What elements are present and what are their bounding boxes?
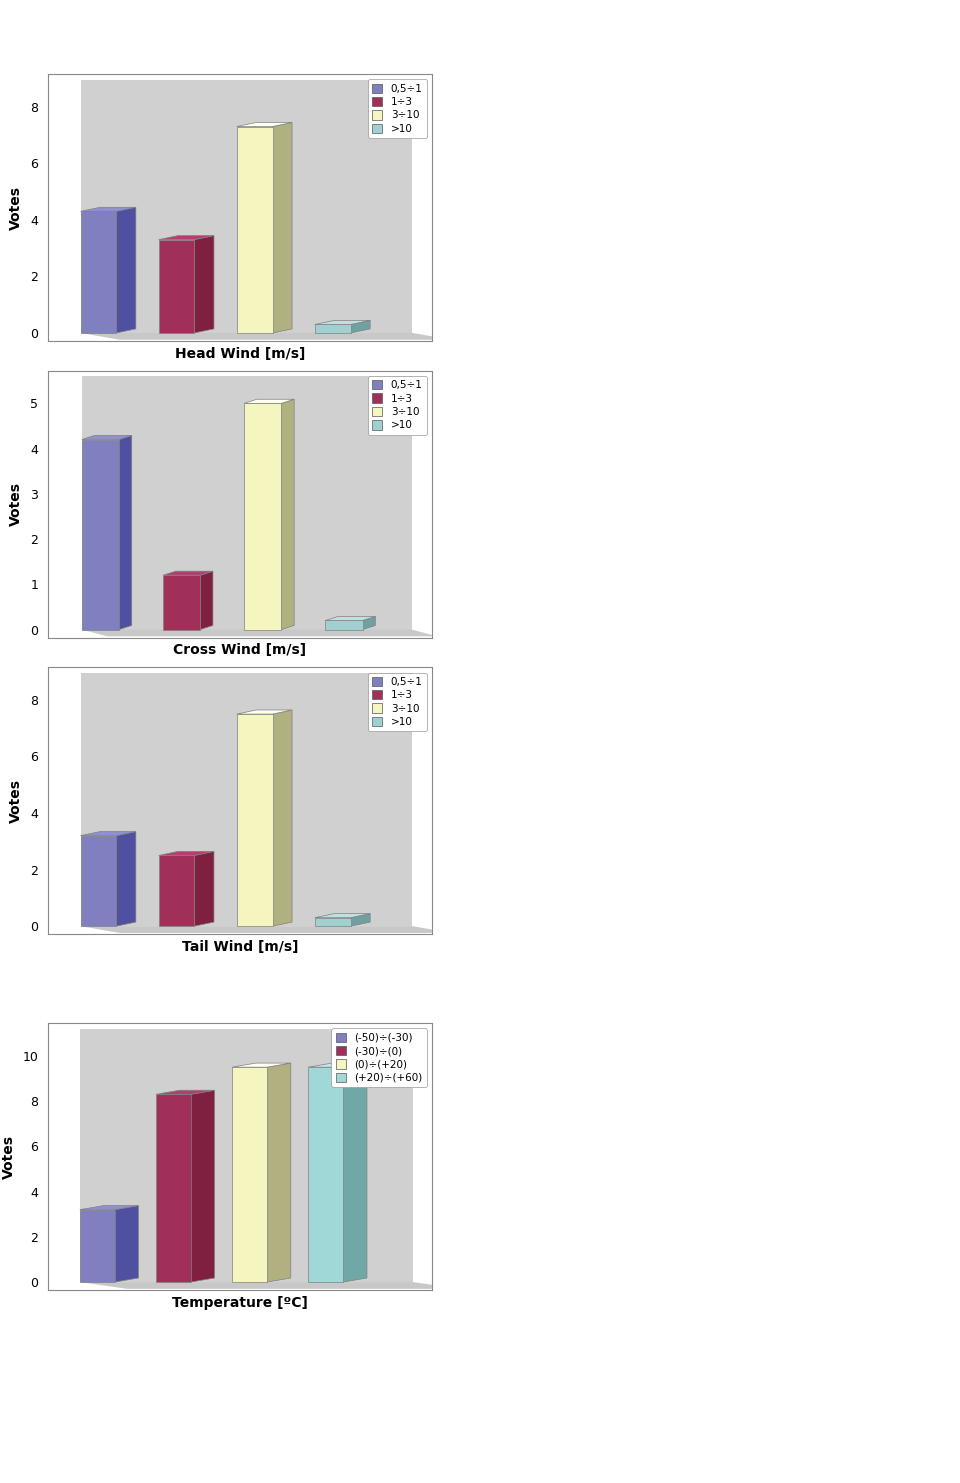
Polygon shape <box>237 713 273 927</box>
Polygon shape <box>325 617 375 620</box>
Polygon shape <box>116 832 136 927</box>
Polygon shape <box>281 399 294 630</box>
Legend: 0,5÷1, 1÷3, 3÷10, >10: 0,5÷1, 1÷3, 3÷10, >10 <box>368 80 427 138</box>
Polygon shape <box>315 914 371 918</box>
Polygon shape <box>80 1029 413 1283</box>
Polygon shape <box>82 436 132 439</box>
Polygon shape <box>81 832 136 835</box>
Y-axis label: Votes: Votes <box>10 185 23 230</box>
Polygon shape <box>81 212 116 334</box>
Polygon shape <box>232 1063 291 1068</box>
Polygon shape <box>244 399 294 403</box>
Y-axis label: Votes: Votes <box>10 482 23 526</box>
Polygon shape <box>156 1094 191 1283</box>
Legend: 0,5÷1, 1÷3, 3÷10, >10: 0,5÷1, 1÷3, 3÷10, >10 <box>368 377 427 435</box>
Polygon shape <box>232 1068 267 1283</box>
Polygon shape <box>81 208 136 212</box>
Polygon shape <box>191 1090 215 1283</box>
X-axis label: Temperature [ºC]: Temperature [ºC] <box>172 1296 308 1309</box>
Polygon shape <box>158 236 214 240</box>
Polygon shape <box>81 334 451 340</box>
Polygon shape <box>308 1068 343 1283</box>
Polygon shape <box>116 208 136 334</box>
Polygon shape <box>350 914 371 927</box>
Y-axis label: Votes: Votes <box>2 1134 15 1179</box>
Polygon shape <box>80 1206 138 1210</box>
Polygon shape <box>195 236 214 334</box>
Polygon shape <box>325 620 363 630</box>
X-axis label: Head Wind [m/s]: Head Wind [m/s] <box>175 347 305 360</box>
Polygon shape <box>343 1063 367 1283</box>
Polygon shape <box>273 123 292 334</box>
Polygon shape <box>201 571 213 630</box>
Polygon shape <box>81 927 451 933</box>
Polygon shape <box>308 1063 367 1068</box>
Polygon shape <box>158 856 195 927</box>
Polygon shape <box>114 1206 138 1283</box>
Polygon shape <box>82 439 119 630</box>
Polygon shape <box>244 403 281 630</box>
Legend: (-50)÷(-30), (-30)÷(0), (0)÷(+20), (+20)÷(+60): (-50)÷(-30), (-30)÷(0), (0)÷(+20), (+20)… <box>331 1029 427 1087</box>
Polygon shape <box>267 1063 291 1283</box>
Polygon shape <box>163 575 201 630</box>
Polygon shape <box>158 240 195 334</box>
Polygon shape <box>237 710 292 713</box>
Polygon shape <box>315 320 371 325</box>
Polygon shape <box>80 1210 114 1283</box>
Polygon shape <box>158 851 214 856</box>
Polygon shape <box>350 320 371 334</box>
Polygon shape <box>119 436 132 630</box>
Polygon shape <box>163 571 213 575</box>
Polygon shape <box>195 851 214 927</box>
Polygon shape <box>315 325 350 334</box>
Polygon shape <box>82 377 412 630</box>
Polygon shape <box>237 126 273 334</box>
X-axis label: Cross Wind [m/s]: Cross Wind [m/s] <box>174 644 306 657</box>
Polygon shape <box>82 630 437 636</box>
Polygon shape <box>81 835 116 927</box>
Polygon shape <box>273 710 292 927</box>
Legend: 0,5÷1, 1÷3, 3÷10, >10: 0,5÷1, 1÷3, 3÷10, >10 <box>368 673 427 731</box>
Polygon shape <box>80 1283 461 1289</box>
Polygon shape <box>81 80 413 334</box>
Polygon shape <box>363 617 375 630</box>
X-axis label: Tail Wind [m/s]: Tail Wind [m/s] <box>181 940 299 954</box>
Polygon shape <box>237 123 292 126</box>
Polygon shape <box>156 1090 215 1094</box>
Polygon shape <box>315 918 350 927</box>
Y-axis label: Votes: Votes <box>10 779 23 823</box>
Polygon shape <box>81 673 413 927</box>
